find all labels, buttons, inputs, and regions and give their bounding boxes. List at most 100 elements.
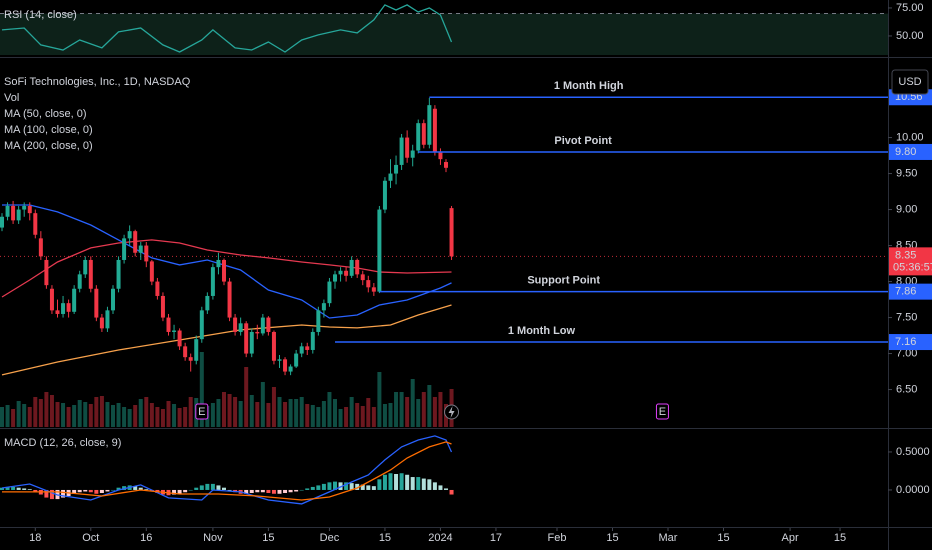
histogram-bar [421, 478, 426, 490]
histogram-bar [332, 481, 337, 490]
candle-body [260, 317, 265, 334]
currency-box[interactable] [891, 69, 929, 95]
candle-body [183, 346, 188, 358]
volume-bar [44, 392, 49, 427]
candle-body [144, 245, 149, 262]
volume-bar [327, 392, 332, 427]
volume-bar [338, 409, 343, 427]
volume-bar [177, 408, 182, 427]
candle-body [271, 331, 276, 361]
candle-body [338, 270, 343, 275]
histogram-bar [110, 489, 115, 491]
candle-body [421, 123, 426, 145]
volume-bar [238, 401, 243, 427]
volume-bar [94, 397, 99, 427]
candle-body [138, 245, 143, 253]
volume-bar [416, 399, 421, 427]
earnings-marker[interactable] [195, 403, 209, 420]
volume-bar [105, 402, 110, 427]
volume-bar [138, 399, 143, 427]
histogram-bar [316, 485, 321, 490]
candle-body [283, 359, 288, 372]
candle-body [294, 353, 299, 367]
volume-bar [0, 407, 4, 427]
volume-bar [288, 399, 293, 427]
histogram-bar [105, 489, 110, 492]
candle-body [155, 281, 160, 296]
histogram-bar [144, 489, 149, 490]
volume-bar [249, 395, 254, 427]
candle-body [66, 303, 71, 312]
volume-bar [427, 385, 432, 427]
histogram-bar [199, 485, 204, 490]
earnings-marker[interactable] [655, 403, 669, 420]
histogram-bar [194, 487, 199, 490]
volume-bar [382, 404, 387, 427]
volume-bar [27, 407, 32, 427]
histogram-bar [338, 482, 343, 490]
x-tick-label: 18 [29, 532, 41, 544]
histogram-bar [44, 489, 49, 498]
histogram-bar [188, 489, 193, 491]
volume-bar [72, 405, 77, 427]
candle-body [216, 259, 221, 268]
candle-body [127, 231, 132, 239]
level-tag [889, 143, 932, 160]
candle-body [371, 287, 376, 292]
candle-body [227, 281, 232, 318]
histogram-bar [221, 487, 226, 490]
candle-body [438, 151, 443, 160]
volume-bar [210, 403, 215, 427]
histogram-bar [172, 489, 177, 495]
candle-body [366, 280, 371, 288]
earnings-label: E [198, 406, 205, 418]
indicator-line [1, 304, 452, 376]
histogram-bar [72, 489, 77, 494]
candle-body [305, 346, 310, 350]
histogram-bar [138, 487, 143, 490]
volume-bar [244, 367, 249, 427]
histogram-bar [0, 487, 4, 490]
histogram-bar [382, 474, 387, 490]
histogram-bar [399, 473, 404, 490]
histogram-bar [344, 482, 349, 490]
y-tick-label: 7.50 [896, 311, 917, 323]
histogram-bar [99, 489, 104, 494]
histogram-bar [443, 488, 448, 490]
volume-bar [160, 409, 165, 427]
y-tick-label: 0.5000 [896, 446, 930, 458]
candle-body [321, 303, 326, 311]
volume-bar [116, 403, 121, 427]
histogram-bar [355, 483, 360, 490]
x-tick-label: 15 [834, 532, 846, 544]
volume-bar [221, 392, 226, 427]
volume-bar [166, 401, 171, 427]
candle-body [221, 259, 226, 282]
volume-bar [188, 397, 193, 427]
histogram-bar [116, 487, 121, 490]
indicator-line [1, 239, 452, 298]
volume-bar [360, 406, 365, 427]
volume-bar [388, 403, 393, 427]
candle-body [205, 295, 210, 311]
volume-bar [22, 404, 27, 427]
last-price-label: 8.35 [895, 249, 916, 261]
candle-body [55, 310, 60, 314]
histogram-bar [260, 489, 265, 493]
candle-body [316, 310, 321, 332]
volume-bar [127, 409, 132, 427]
level-tag-label: 7.16 [895, 336, 916, 348]
level-tag [889, 283, 932, 300]
volume-bar [16, 401, 21, 427]
candle-body [288, 366, 293, 372]
y-tick-label: 9.00 [896, 203, 917, 215]
candle-body [355, 259, 360, 275]
y-tick-label: 9.50 [896, 167, 917, 179]
volume-bar [88, 404, 93, 427]
y-tick-label: 6.50 [896, 383, 917, 395]
volume-bar [410, 379, 415, 427]
level-name: Support Point [527, 275, 600, 287]
candle-body [188, 357, 193, 361]
